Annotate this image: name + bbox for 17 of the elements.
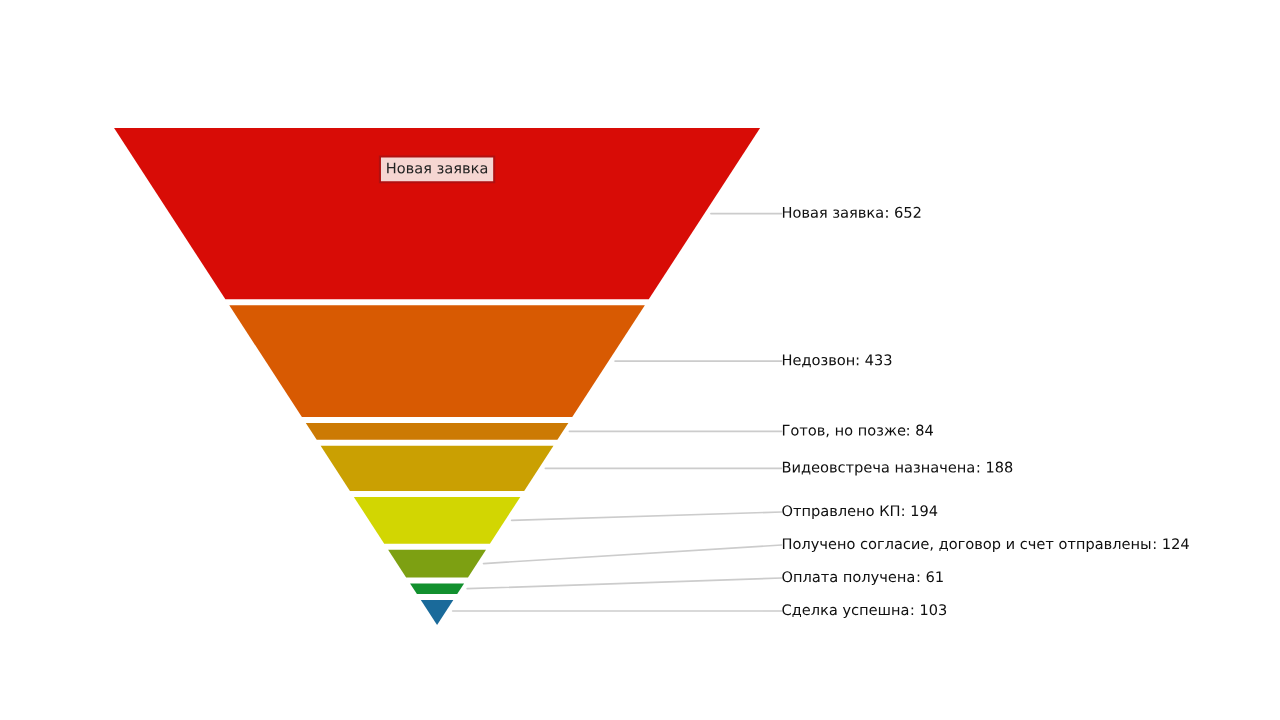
data-label: : 61 bbox=[917, 571, 943, 583]
category-label: Видеовстреча назначена bbox=[782, 461, 974, 476]
category-label: Оплата получена bbox=[782, 571, 914, 586]
data-label: : 652 bbox=[886, 206, 921, 218]
category-label: Отправлено КП bbox=[782, 505, 900, 520]
category-label: Готов, но позже bbox=[782, 424, 906, 438]
text: Новая заявка bbox=[387, 162, 488, 174]
category-label: Недозвон bbox=[782, 354, 854, 368]
category-label: Новая заявка bbox=[782, 207, 883, 218]
data-label: : 188 bbox=[977, 461, 1013, 473]
data-label: : 124 bbox=[1153, 538, 1189, 550]
category-label: Сделка успешна bbox=[782, 604, 909, 619]
data-label: : 433 bbox=[856, 354, 892, 366]
data-label: : 84 bbox=[907, 424, 933, 436]
category-label: Получено согласие, договор и счет отправлены bbox=[782, 538, 1151, 553]
data-label: : 194 bbox=[902, 505, 938, 517]
data-label: : 103 bbox=[911, 604, 947, 616]
